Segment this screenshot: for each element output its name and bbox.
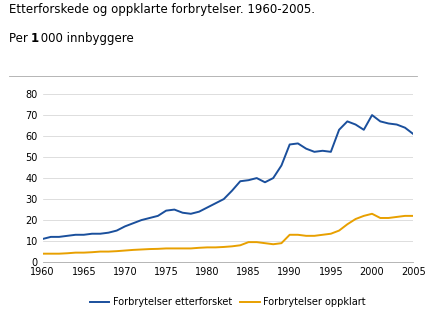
Legend: Forbrytelser etterforsket, Forbrytelser oppklart: Forbrytelser etterforsket, Forbrytelser … [86, 293, 370, 311]
Text: Etterforskede og oppklarte forbrytelser. 1960-2005.: Etterforskede og oppklarte forbrytelser.… [9, 3, 314, 16]
Text: 1: 1 [31, 32, 39, 45]
Text: Per: Per [9, 32, 31, 45]
Text: 000 innbyggere: 000 innbyggere [37, 32, 133, 45]
